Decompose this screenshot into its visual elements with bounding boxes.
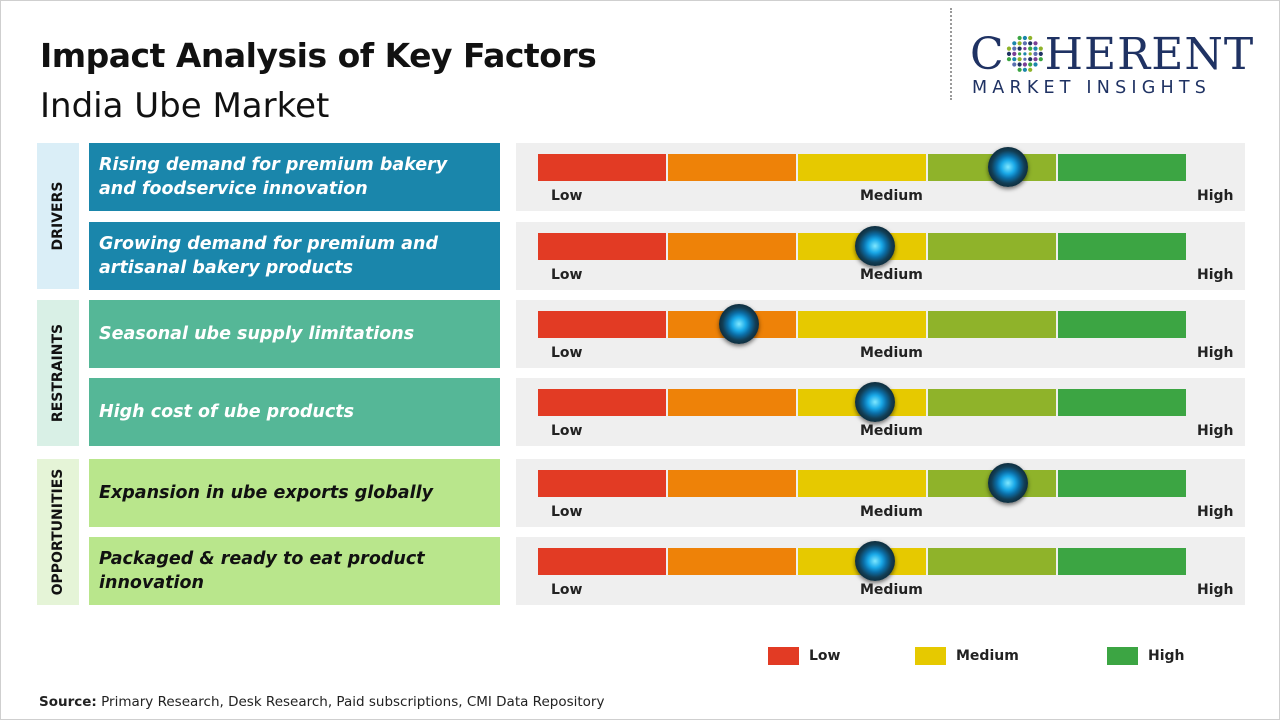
legend-item-high: High xyxy=(1107,647,1185,665)
impact-segment xyxy=(798,311,926,338)
legend-swatch xyxy=(1107,647,1138,665)
impact-scale: Low Medium High xyxy=(516,378,1245,446)
legend-swatch xyxy=(768,647,799,665)
impact-segment xyxy=(798,154,926,181)
impact-segment xyxy=(538,311,666,338)
scale-label-low: Low xyxy=(551,345,583,361)
legend-item-medium: Medium xyxy=(915,647,1019,665)
legend-label: Low xyxy=(809,648,841,664)
impact-indicator-icon xyxy=(987,147,1028,187)
legend-label: Medium xyxy=(956,648,1019,664)
impact-segment xyxy=(928,389,1056,416)
impact-bar xyxy=(538,541,1186,581)
impact-bar xyxy=(538,382,1186,422)
scale-label-high: High xyxy=(1197,582,1234,598)
impact-indicator-icon xyxy=(987,463,1028,503)
company-logo: C HERENT MARKET INSIGHTS xyxy=(970,30,1262,102)
page-title: Impact Analysis of Key Factors xyxy=(40,36,597,75)
impact-segment xyxy=(1058,548,1186,575)
factor-label: Rising demand for premium bakery and foo… xyxy=(89,143,500,211)
impact-segment xyxy=(928,311,1056,338)
impact-scale: Low Medium High xyxy=(516,300,1245,368)
scale-label-medium: Medium xyxy=(860,188,923,204)
impact-segment xyxy=(538,233,666,260)
scale-label-high: High xyxy=(1197,267,1234,283)
impact-segment xyxy=(668,389,796,416)
scale-label-high: High xyxy=(1197,423,1234,439)
factor-label: Seasonal ube supply limitations xyxy=(89,300,500,368)
impact-segment xyxy=(668,470,796,497)
logo-dots-icon xyxy=(1006,35,1043,72)
scale-label-high: High xyxy=(1197,188,1234,204)
impact-bar xyxy=(538,226,1186,266)
scale-label-medium: Medium xyxy=(860,267,923,283)
impact-segment xyxy=(1058,233,1186,260)
impact-indicator-icon xyxy=(854,541,895,581)
scale-label-high: High xyxy=(1197,504,1234,520)
legend-label: High xyxy=(1148,648,1185,664)
factor-label: Expansion in ube exports globally xyxy=(89,459,500,527)
source-label: Source: xyxy=(39,694,97,710)
scale-label-medium: Medium xyxy=(860,582,923,598)
logo-letter-c: C xyxy=(970,29,1005,80)
impact-segment xyxy=(668,154,796,181)
page-subtitle: India Ube Market xyxy=(40,86,330,126)
category-label: OPPORTUNITIES xyxy=(50,468,66,596)
impact-scale: Low Medium High xyxy=(516,222,1245,290)
impact-segment xyxy=(538,470,666,497)
impact-segment xyxy=(928,548,1056,575)
category-label: DRIVERS xyxy=(50,181,66,251)
scale-label-low: Low xyxy=(551,267,583,283)
impact-segment xyxy=(1058,311,1186,338)
impact-bar xyxy=(538,147,1186,187)
impact-segment xyxy=(538,548,666,575)
source-text: Primary Research, Desk Research, Paid su… xyxy=(96,694,605,710)
impact-segment xyxy=(668,548,796,575)
impact-scale: Low Medium High xyxy=(516,459,1245,527)
category-restraints: RESTRAINTS xyxy=(37,300,79,446)
scale-label-medium: Medium xyxy=(860,423,923,439)
scale-label-medium: Medium xyxy=(860,504,923,520)
factor-label: Growing demand for premium and artisanal… xyxy=(89,222,500,290)
logo-word-rest: HERENT xyxy=(1044,29,1255,80)
impact-bar xyxy=(538,463,1186,503)
impact-segment xyxy=(1058,470,1186,497)
source-note: Source: Primary Research, Desk Research,… xyxy=(39,694,604,710)
legend-swatch xyxy=(915,647,946,665)
impact-scale: Low Medium High xyxy=(516,537,1245,605)
impact-indicator-icon xyxy=(854,226,895,266)
factor-label: High cost of ube products xyxy=(89,378,500,446)
scale-label-low: Low xyxy=(551,423,583,439)
category-drivers: DRIVERS xyxy=(37,143,79,289)
impact-segment xyxy=(668,233,796,260)
factor-label: Packaged & ready to eat product innovati… xyxy=(89,537,500,605)
impact-scale: Low Medium High xyxy=(516,143,1245,211)
impact-segment xyxy=(538,389,666,416)
impact-indicator-icon xyxy=(718,304,759,344)
scale-label-medium: Medium xyxy=(860,345,923,361)
impact-segment xyxy=(928,233,1056,260)
impact-segment xyxy=(1058,154,1186,181)
header-divider xyxy=(950,8,952,100)
legend-item-low: Low xyxy=(768,647,840,665)
logo-tagline: MARKET INSIGHTS xyxy=(972,78,1212,98)
impact-segment xyxy=(538,154,666,181)
scale-label-low: Low xyxy=(551,504,583,520)
scale-label-high: High xyxy=(1197,345,1234,361)
category-label: RESTRAINTS xyxy=(50,323,66,423)
logo-wordmark: C HERENT xyxy=(970,30,1254,80)
impact-segment xyxy=(798,470,926,497)
scale-label-low: Low xyxy=(551,582,583,598)
impact-bar xyxy=(538,304,1186,344)
scale-label-low: Low xyxy=(551,188,583,204)
category-opportunities: OPPORTUNITIES xyxy=(37,459,79,605)
impact-segment xyxy=(1058,389,1186,416)
impact-indicator-icon xyxy=(854,382,895,422)
